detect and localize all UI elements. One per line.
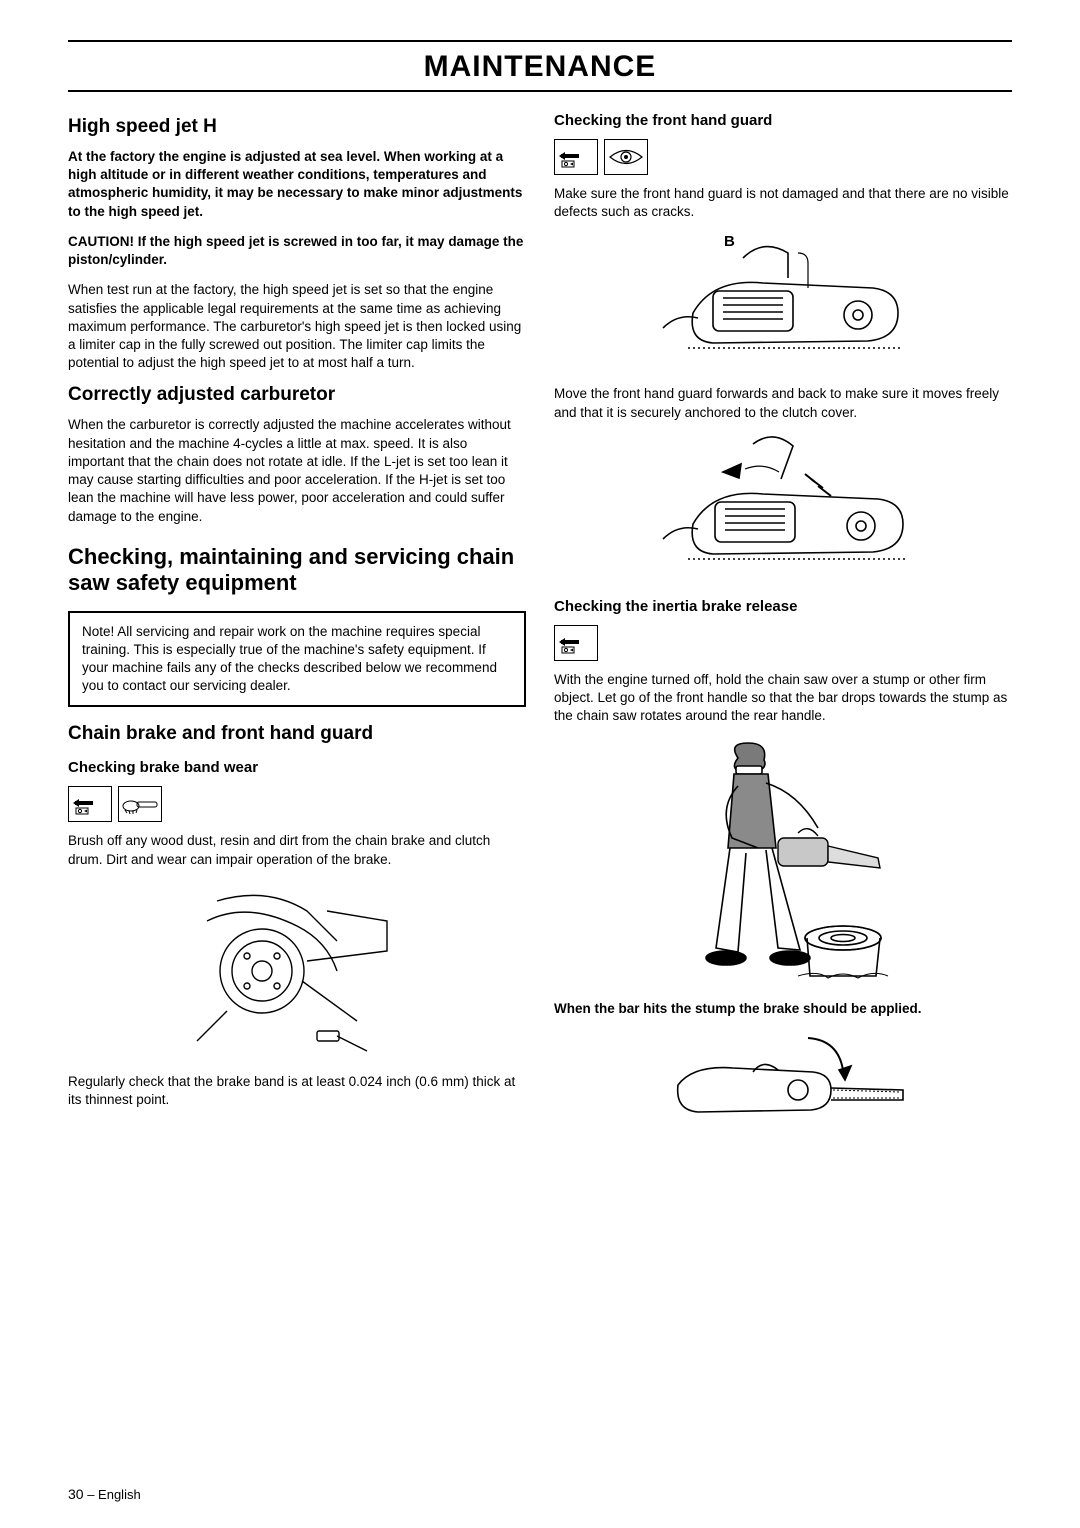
title-rule (68, 90, 1012, 92)
heading-correct-carb: Correctly adjusted carburetor (68, 384, 526, 406)
off-switch-icon (554, 625, 598, 661)
para-testrun: When test run at the factory, the high s… (68, 281, 526, 372)
diagram-person-stump (554, 738, 1012, 988)
icon-row-frontguard (554, 139, 1012, 175)
heading-chain-brake: Chain brake and front hand guard (68, 723, 526, 745)
eye-icon (604, 139, 648, 175)
diagram-brake-applied (554, 1030, 1012, 1150)
page-lang: English (98, 1487, 141, 1502)
off-switch-icon (68, 786, 112, 822)
icon-row-bandwear (68, 786, 526, 822)
content-columns: High speed jet H At the factory the engi… (68, 110, 1012, 1162)
para-makesure: Make sure the front hand guard is not da… (554, 185, 1012, 221)
diagram-chainsaw-b: B (554, 233, 1012, 373)
heading-high-speed-jet: High speed jet H (68, 116, 526, 138)
para-caution: CAUTION! If the high speed jet is screwe… (68, 233, 526, 269)
icon-row-inertia (554, 625, 1012, 661)
note-box: Note! All servicing and repair work on t… (68, 611, 526, 708)
page-footer: 30 – English (68, 1486, 141, 1502)
left-column: High speed jet H At the factory the engi… (68, 110, 526, 1162)
para-correct-carb: When the carburetor is correctly adjuste… (68, 416, 526, 525)
heading-front-guard: Checking the front hand guard (554, 112, 1012, 129)
right-column: Checking the front hand guard Ma (554, 110, 1012, 1162)
para-factory: At the factory the engine is adjusted at… (68, 148, 526, 221)
page-number: 30 (68, 1486, 84, 1502)
para-barhits: When the bar hits the stump the brake sh… (554, 1000, 1012, 1018)
para-brush: Brush off any wood dust, resin and dirt … (68, 832, 526, 868)
off-switch-icon (554, 139, 598, 175)
brush-icon (118, 786, 162, 822)
diagram-brake-band (68, 881, 526, 1061)
heading-band-wear: Checking brake band wear (68, 759, 526, 776)
para-movefront: Move the front hand guard forwards and b… (554, 385, 1012, 421)
page-title: MAINTENANCE (68, 50, 1012, 84)
para-regularly: Regularly check that the brake band is a… (68, 1073, 526, 1109)
top-rule (68, 40, 1012, 42)
label-b: B (724, 233, 735, 250)
heading-checking-equipment: Checking, maintaining and servicing chai… (68, 544, 526, 597)
heading-inertia: Checking the inertia brake release (554, 598, 1012, 615)
para-engineoff: With the engine turned off, hold the cha… (554, 671, 1012, 726)
diagram-chainsaw-move (554, 434, 1012, 584)
